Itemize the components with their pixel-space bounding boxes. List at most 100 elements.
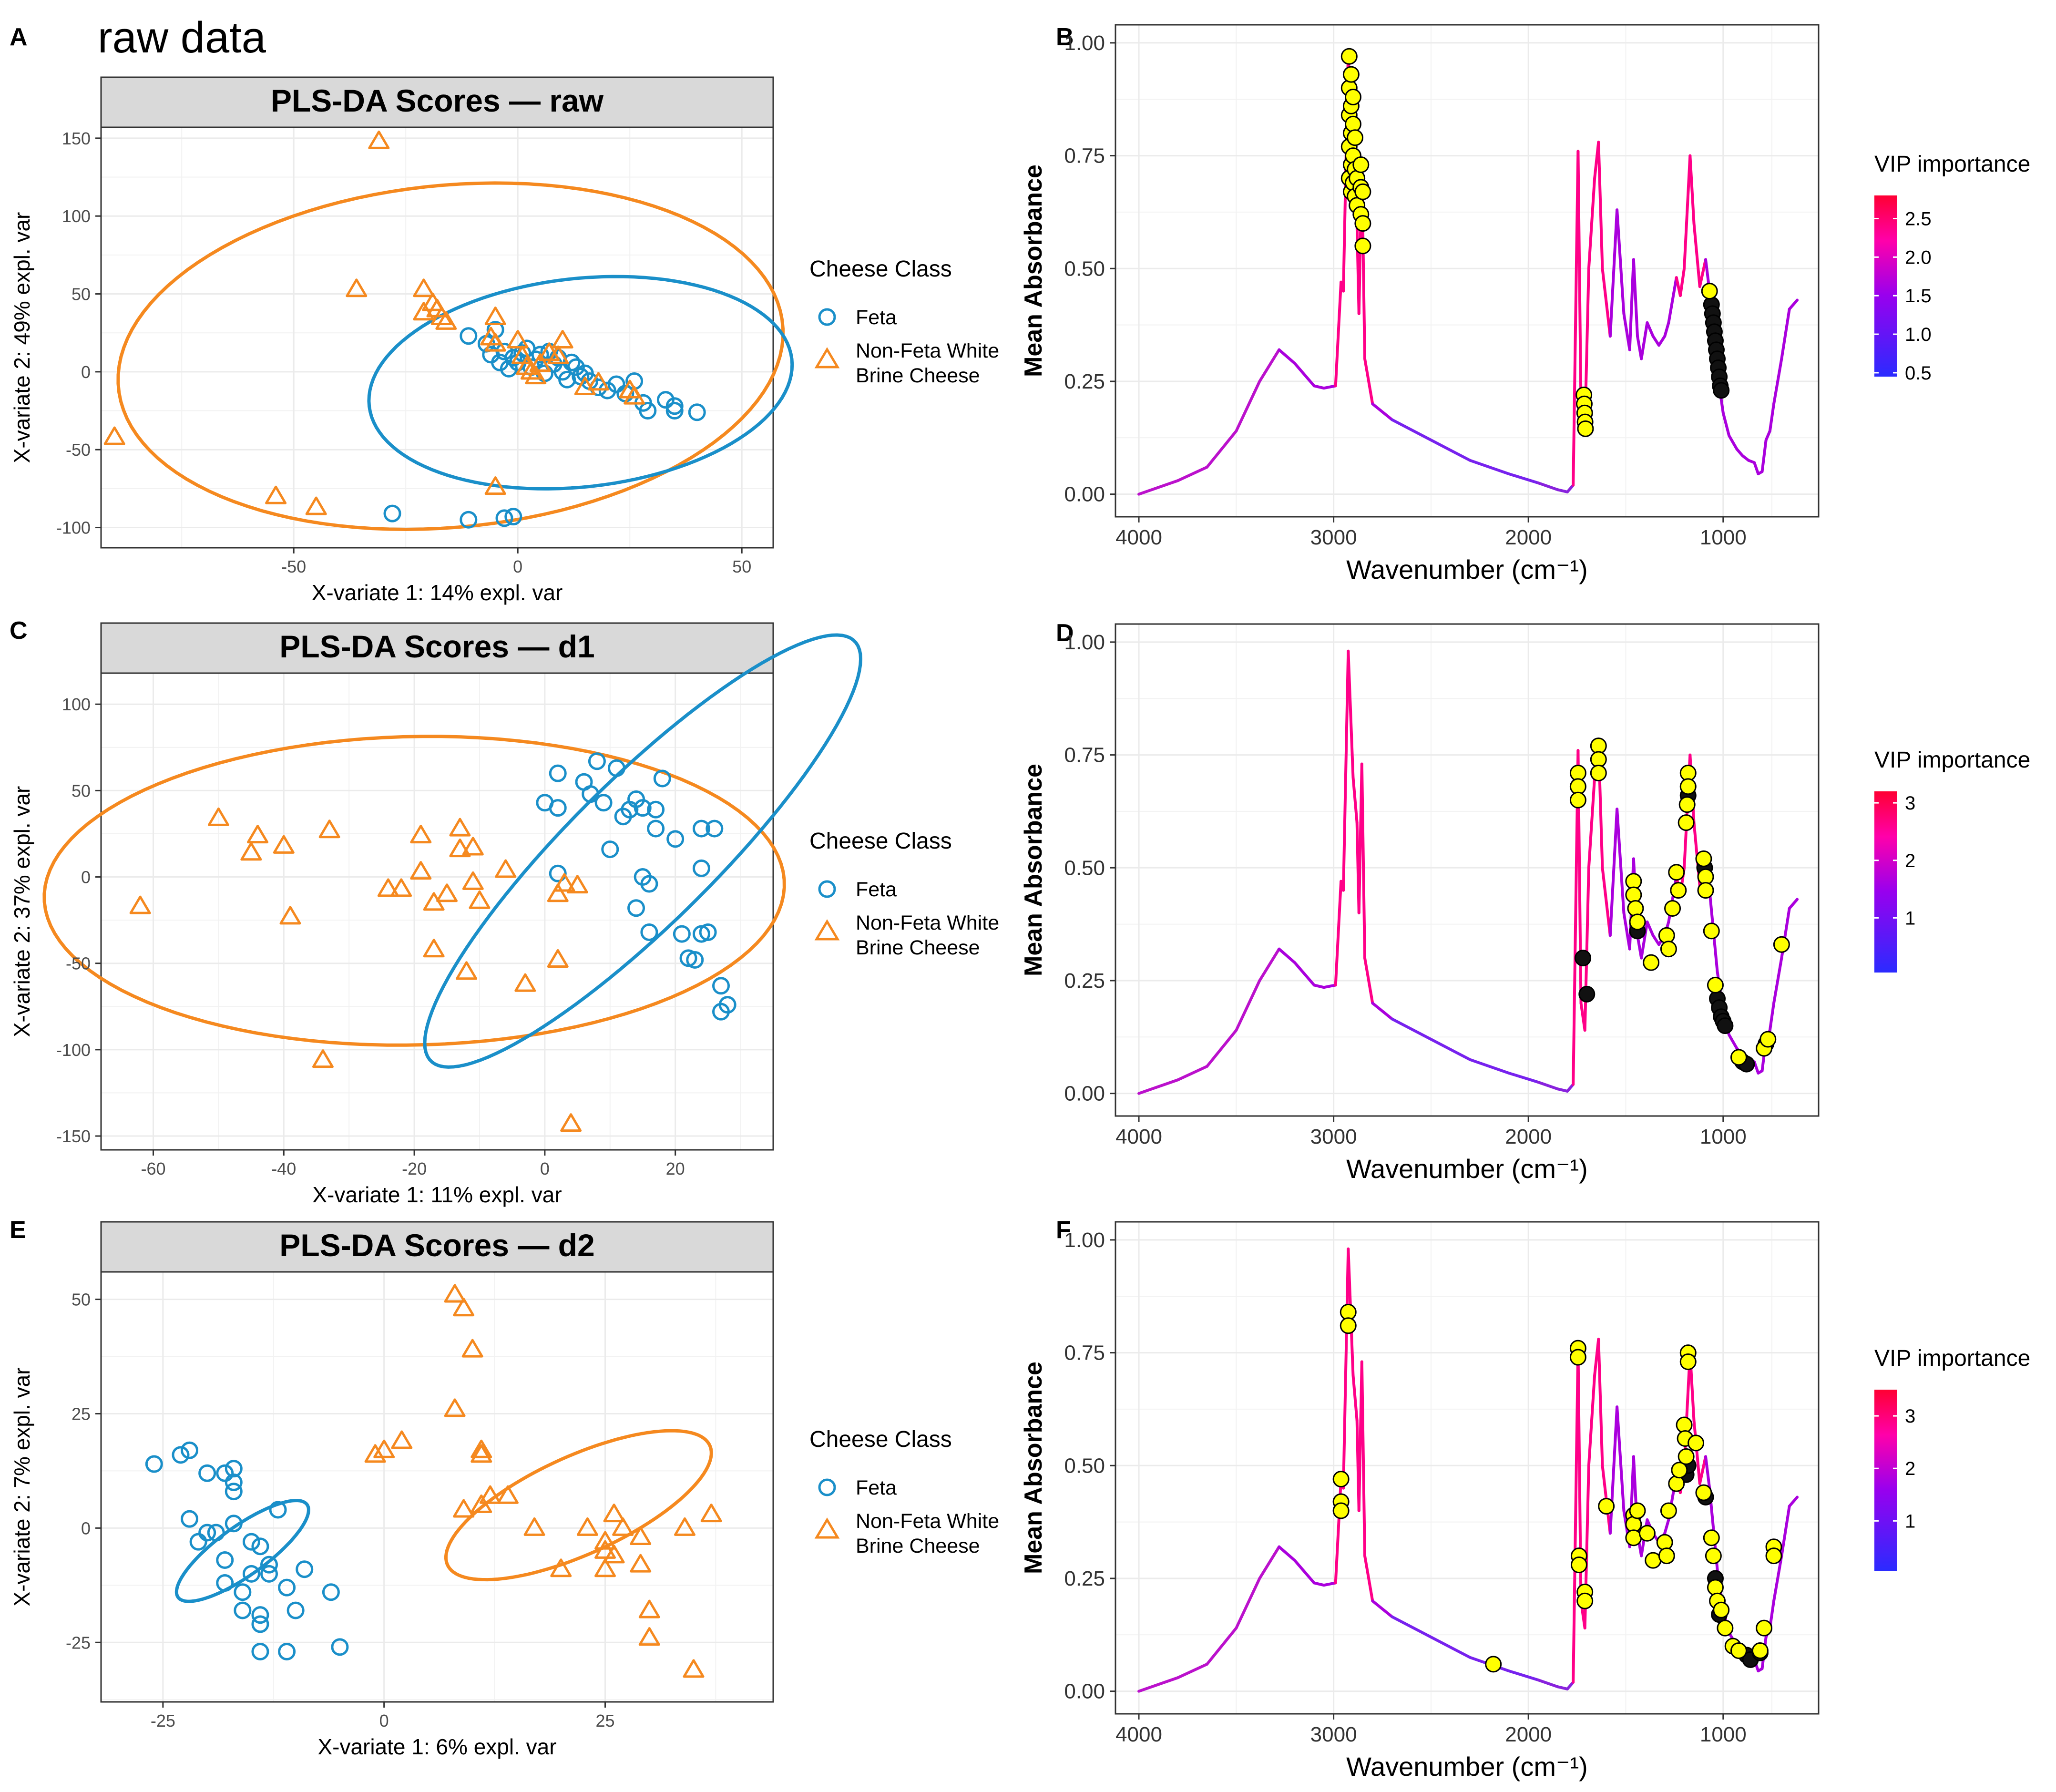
feta-point xyxy=(531,346,549,364)
spectrum-segment xyxy=(1753,461,1760,476)
nonfeta-point xyxy=(453,1298,475,1317)
feta-point xyxy=(500,359,518,378)
vip-point xyxy=(1576,1592,1594,1609)
spectrum-segment xyxy=(1429,1038,1472,1061)
x-tick-label: -40 xyxy=(271,1159,296,1178)
vip-legend: VIP importance 0.5 1.0 1.5 2.0 2.5 xyxy=(1874,152,2030,384)
nonfeta-point xyxy=(449,818,471,837)
feta-point xyxy=(189,1533,207,1551)
spectrum-segment xyxy=(1608,1405,1619,1535)
x-tick-label: 2000 xyxy=(1505,1723,1552,1746)
vip-tick-label: 2.0 xyxy=(1905,247,1932,268)
nonfeta-point xyxy=(461,1339,483,1358)
vip-point xyxy=(1352,156,1370,174)
nonfeta-point xyxy=(603,1504,625,1523)
vip-point xyxy=(1627,900,1644,917)
nonfeta-point xyxy=(514,973,536,992)
vip-tick-label: 2.5 xyxy=(1905,209,1932,230)
legend-nonfeta-label-1: Non-Feta White xyxy=(856,1510,999,1533)
y-tick-label: 100 xyxy=(62,695,91,714)
x-tick-label: 0 xyxy=(540,1159,550,1178)
x-tick-label: -25 xyxy=(151,1711,175,1731)
spectrum-segment xyxy=(1507,1669,1540,1681)
vip-tick-label: 1 xyxy=(1905,908,1915,929)
nonfeta-point xyxy=(603,1545,625,1564)
feta-point xyxy=(692,859,710,877)
spectrum-segment xyxy=(1468,1058,1511,1075)
y-axis-label: Mean Absorbance xyxy=(1020,164,1047,377)
vip-point xyxy=(1590,764,1607,781)
spectrum-segment xyxy=(1556,488,1569,493)
feta-point xyxy=(567,358,585,376)
vip-point xyxy=(1703,922,1720,940)
spectrum-segment xyxy=(1429,1636,1472,1659)
vip-tick-label: 2 xyxy=(1905,1458,1915,1479)
spectrum-segment xyxy=(1788,898,1799,910)
feta-point xyxy=(588,752,606,770)
x-tick-label: 3000 xyxy=(1310,526,1357,549)
vip-tick-label: 3 xyxy=(1905,793,1915,814)
legend-title: Cheese Class xyxy=(809,1427,952,1452)
feta-point xyxy=(647,800,665,819)
feta-point xyxy=(607,375,625,393)
y-tick-label: 0.00 xyxy=(1064,483,1105,506)
y-tick-label: 50 xyxy=(72,285,91,304)
y-tick-label: 0.75 xyxy=(1064,144,1105,168)
vip-point xyxy=(1713,1601,1730,1618)
y-tick-label: 0.00 xyxy=(1064,1680,1105,1703)
y-tick-label: -100 xyxy=(56,518,91,538)
spectrum-segment xyxy=(1137,479,1179,496)
spectrum-segment xyxy=(1347,649,1355,779)
spectrum-segment xyxy=(1342,1247,1350,1490)
vip-point xyxy=(1354,183,1371,200)
spectrum-segment xyxy=(1698,1455,1708,1485)
feta-point xyxy=(666,830,685,848)
feta-point xyxy=(639,402,657,420)
feta-point xyxy=(251,1606,269,1624)
y-tick-label: -150 xyxy=(56,1126,91,1146)
spectrum-segment xyxy=(1646,321,1655,338)
nonfeta-point xyxy=(612,1517,634,1536)
vip-point xyxy=(1569,1349,1586,1366)
y-tick-label: 0.25 xyxy=(1064,969,1105,993)
feta-point xyxy=(718,996,736,1014)
nonfeta-point xyxy=(552,330,573,349)
spectrum-segment xyxy=(1468,459,1511,476)
feta-point xyxy=(640,923,658,941)
vip-legend-title: VIP importance xyxy=(1874,748,2030,773)
nonfeta-point xyxy=(413,302,435,321)
spectrum-segment xyxy=(1608,808,1619,937)
nonfeta-point xyxy=(507,330,529,349)
vip-point xyxy=(1332,1471,1350,1488)
y-tick-label: 50 xyxy=(72,781,91,800)
y-tick-label: 1.00 xyxy=(1064,31,1105,55)
y-tick-label: 0 xyxy=(81,1518,91,1538)
feta-point xyxy=(181,1441,199,1459)
feta-point xyxy=(216,1574,234,1592)
x-tick-label: -60 xyxy=(141,1159,165,1178)
scatter-panel-c: PLS-DA Scores — d1 -60 -40 -20 0 20 -150 -100 -5… xyxy=(10,622,999,1207)
spectrum-segment xyxy=(1597,141,1604,270)
spectrum-segment xyxy=(1616,208,1626,315)
nonfeta-point xyxy=(410,825,432,844)
spectrum-segment xyxy=(1640,920,1649,960)
legend-nonfeta-icon xyxy=(814,1517,840,1539)
vip-point xyxy=(1629,1502,1646,1519)
feta-point xyxy=(549,864,567,882)
y-tick-label: 0.75 xyxy=(1064,1341,1105,1365)
spectrum-segment xyxy=(1322,384,1337,390)
x-tick-label: 2000 xyxy=(1505,1125,1552,1148)
vip-point xyxy=(1638,1525,1656,1542)
spectrum-segment xyxy=(1360,762,1366,960)
feta-point xyxy=(251,1642,269,1660)
spectrum-segment xyxy=(1137,1676,1179,1693)
feta-point xyxy=(207,1524,225,1542)
nonfeta-point xyxy=(430,307,452,326)
x-tick-label: 25 xyxy=(595,1711,614,1731)
spectrum-segment xyxy=(1597,1338,1604,1467)
spectrum-segment xyxy=(1572,1347,1580,1684)
spectrum-segment xyxy=(1768,1002,1776,1032)
spectrum-segment xyxy=(1507,1072,1540,1084)
feta-point xyxy=(216,1464,234,1482)
x-tick-label: -20 xyxy=(402,1159,427,1178)
